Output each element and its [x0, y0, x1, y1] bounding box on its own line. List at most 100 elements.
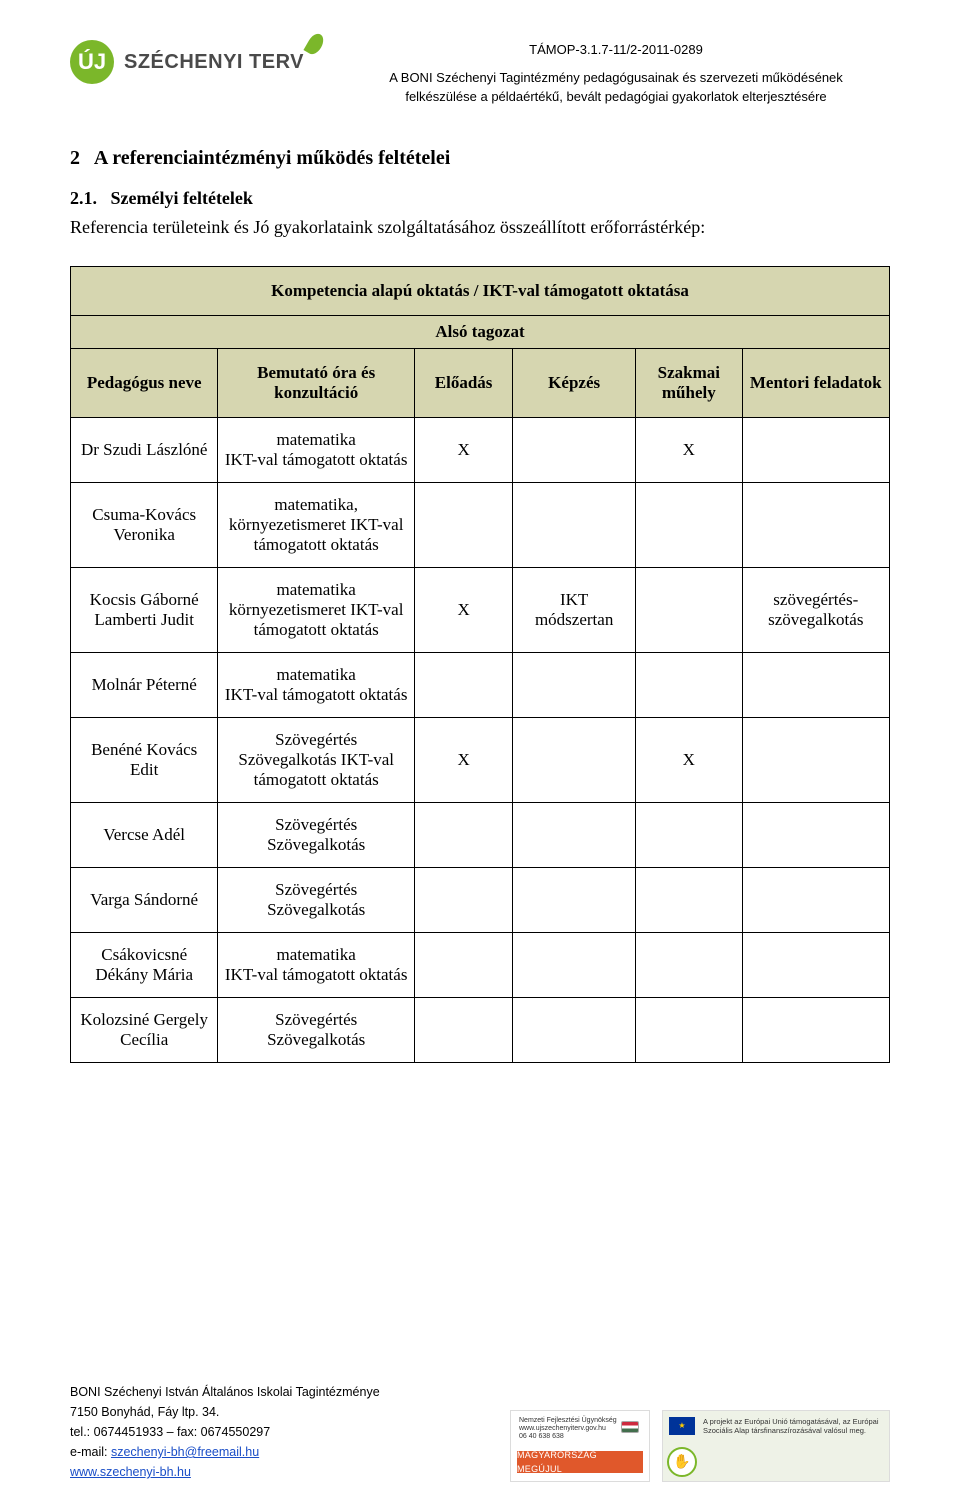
cell-mentori [742, 997, 889, 1062]
cell-kepzes [513, 802, 636, 867]
section-title-text: A referenciaintézményi működés feltétele… [94, 147, 450, 169]
header-text: TÁMOP-3.1.7-11/2-2011-0289 A BONI Széche… [342, 40, 890, 107]
page-header: ÚJ SZÉCHENYI TERV TÁMOP-3.1.7-11/2-2011-… [70, 40, 890, 107]
nfu-line-3: 06 40 638 638 [519, 1433, 617, 1441]
footer-address: 7150 Bonyhád, Fáy ltp. 34. [70, 1402, 380, 1422]
hungary-flag-icon [621, 1421, 639, 1433]
cell-eloadas: X [414, 417, 512, 482]
page-footer: BONI Széchenyi István Általános Iskolai … [70, 1382, 890, 1482]
resource-table: Kompetencia alapú oktatás / IKT-val támo… [70, 266, 890, 1063]
project-code: TÁMOP-3.1.7-11/2-2011-0289 [342, 40, 890, 60]
eu-line-2: Szociális Alap társfinanszírozásával val… [703, 1426, 881, 1435]
cell-topic: Szövegértés Szövegalkotás [218, 997, 415, 1062]
table-row: Kolozsiné Gergely CecíliaSzövegértés Szö… [71, 997, 890, 1062]
footer-email-label: e-mail: [70, 1445, 111, 1459]
logo-uj-text: ÚJ [78, 49, 106, 75]
col-mentori: Mentori feladatok [742, 348, 889, 417]
cell-eloadas [414, 932, 512, 997]
cell-kepzes [513, 932, 636, 997]
col-szakmai: Szakmai műhely [636, 348, 742, 417]
cell-topic: matematika környezetismeret IKT-val támo… [218, 567, 415, 652]
cell-szakmai [636, 802, 742, 867]
cell-name: Csuma-Kovács Veronika [71, 482, 218, 567]
cell-kepzes [513, 717, 636, 802]
table-row: Kocsis Gáborné Lamberti Juditmatematika … [71, 567, 890, 652]
cell-szakmai [636, 482, 742, 567]
cell-topic: matematika IKT-val támogatott oktatás [218, 652, 415, 717]
cell-topic: Szövegértés Szövegalkotás IKT-val támoga… [218, 717, 415, 802]
cell-topic: matematika, környezetismeret IKT-val tám… [218, 482, 415, 567]
cell-kepzes [513, 867, 636, 932]
subsection-number: 2.1. [70, 188, 97, 208]
cell-kepzes: IKT módszertan [513, 567, 636, 652]
cell-name: Kolozsiné Gergely Cecília [71, 997, 218, 1062]
col-topic: Bemutató óra és konzultáció [218, 348, 415, 417]
cell-kepzes [513, 417, 636, 482]
cell-eloadas [414, 652, 512, 717]
table-row: Vercse AdélSzövegértés Szövegalkotás [71, 802, 890, 867]
header-line-2: felkészülése a példaértékű, bevált pedag… [342, 87, 890, 107]
cell-szakmai [636, 867, 742, 932]
cell-eloadas [414, 802, 512, 867]
cell-eloadas [414, 482, 512, 567]
table-title: Kompetencia alapú oktatás / IKT-val támo… [71, 266, 890, 315]
footer-institution: BONI Széchenyi István Általános Iskolai … [70, 1382, 380, 1402]
subsection-title-text: Személyi feltételek [111, 188, 253, 208]
cell-mentori [742, 482, 889, 567]
table-row: Csákovicsné Dékány Máriamatematika IKT-v… [71, 932, 890, 997]
eu-line-1: A projekt az Európai Unió támogatásával,… [703, 1417, 881, 1426]
megujul-badge: MAGYARORSZÁG MEGÚJUL [517, 1451, 643, 1473]
cell-kepzes [513, 482, 636, 567]
cell-mentori [742, 717, 889, 802]
cell-mentori [742, 802, 889, 867]
eu-flag-icon: ★ [669, 1417, 695, 1435]
col-eloadas: Előadás [414, 348, 512, 417]
logo-name: SZÉCHENYI TERV [124, 51, 304, 74]
logo: ÚJ SZÉCHENYI TERV [70, 40, 322, 84]
cell-mentori [742, 932, 889, 997]
table-row: Dr Szudi Lászlónématematika IKT-val támo… [71, 417, 890, 482]
cell-szakmai [636, 567, 742, 652]
cell-topic: matematika IKT-val támogatott oktatás [218, 417, 415, 482]
section-title: 2 A referenciaintézményi működés feltéte… [70, 147, 890, 170]
logo-badge-icon: ÚJ [70, 40, 114, 84]
cell-name: Csákovicsné Dékány Mária [71, 932, 218, 997]
cell-name: Benéné Kovács Edit [71, 717, 218, 802]
cell-topic: Szövegértés Szövegalkotás [218, 867, 415, 932]
cell-eloadas: X [414, 717, 512, 802]
footer-email-link[interactable]: szechenyi-bh@freemail.hu [111, 1445, 259, 1459]
cell-mentori: szövegértés-szövegalkotás [742, 567, 889, 652]
subsection-title: 2.1. Személyi feltételek [70, 188, 890, 209]
cell-topic: Szövegértés Szövegalkotás [218, 802, 415, 867]
nfu-line-2: www.ujszechenyiterv.gov.hu [519, 1425, 617, 1433]
cell-name: Vercse Adél [71, 802, 218, 867]
footer-contact: BONI Széchenyi István Általános Iskolai … [70, 1382, 380, 1482]
cell-kepzes [513, 652, 636, 717]
cell-mentori [742, 417, 889, 482]
cell-szakmai: X [636, 417, 742, 482]
cell-name: Molnár Péterné [71, 652, 218, 717]
cell-name: Varga Sándorné [71, 867, 218, 932]
header-line-1: A BONI Széchenyi Tagintézmény pedagógusa… [342, 68, 890, 88]
nfu-line-1: Nemzeti Fejlesztési Ügynökség [519, 1417, 617, 1425]
table-row: Csuma-Kovács Veronikamatematika, környez… [71, 482, 890, 567]
cell-eloadas [414, 867, 512, 932]
cell-eloadas [414, 997, 512, 1062]
cell-szakmai [636, 932, 742, 997]
cell-eloadas: X [414, 567, 512, 652]
cell-szakmai: X [636, 717, 742, 802]
footer-phone: tel.: 0674451933 – fax: 0674550297 [70, 1422, 380, 1442]
cell-kepzes [513, 997, 636, 1062]
footer-www-link[interactable]: www.szechenyi-bh.hu [70, 1465, 191, 1479]
cell-name: Kocsis Gáborné Lamberti Judit [71, 567, 218, 652]
cell-szakmai [636, 997, 742, 1062]
eu-badge: ★ ✋ A projekt az Európai Unió támogatásá… [662, 1410, 890, 1482]
leaf-icon [303, 30, 326, 56]
table-subtitle: Alsó tagozat [71, 315, 890, 348]
footer-badges: Nemzeti Fejlesztési Ügynökség www.ujszec… [510, 1410, 890, 1482]
table-row: Molnár Péternématematika IKT-val támogat… [71, 652, 890, 717]
cell-topic: matematika IKT-val támogatott oktatás [218, 932, 415, 997]
nfu-badge: Nemzeti Fejlesztési Ügynökség www.ujszec… [510, 1410, 650, 1482]
cell-mentori [742, 867, 889, 932]
cell-name: Dr Szudi Lászlóné [71, 417, 218, 482]
